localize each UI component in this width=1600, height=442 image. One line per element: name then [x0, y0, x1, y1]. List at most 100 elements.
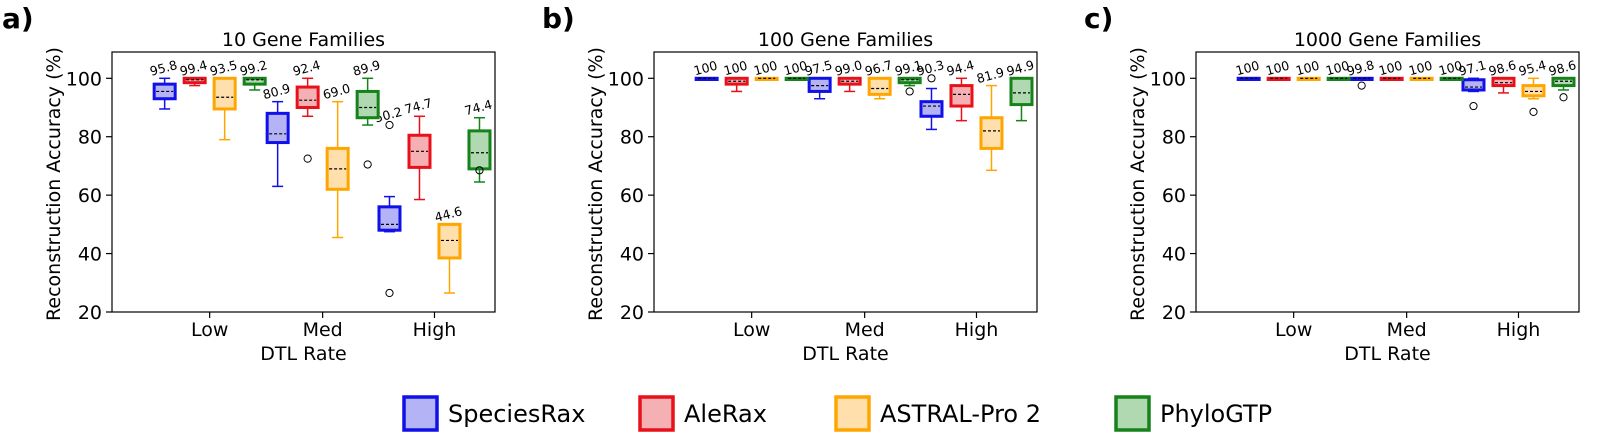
legend-swatch: [1114, 395, 1151, 432]
legend-label: AleRax: [684, 400, 767, 428]
box-body: [1266, 76, 1291, 81]
data-label: 100: [782, 58, 809, 79]
y-tick-label: 40: [1162, 244, 1186, 266]
data-label: 100: [1377, 58, 1404, 79]
box-body: [212, 76, 237, 111]
box-body: [919, 100, 944, 118]
box-speciesrax-high: 90.3: [915, 57, 946, 131]
box-astral-pro-2-high: 44.6: [433, 203, 464, 294]
outlier-point: [385, 288, 394, 298]
data-label: 100: [1407, 58, 1434, 79]
y-tick-label: 80: [620, 127, 644, 149]
y-tick-label: 60: [78, 185, 102, 207]
box-body: [1296, 76, 1321, 81]
chart-title: 1000 Gene Families: [1294, 29, 1481, 51]
outlier-point: [1559, 93, 1568, 102]
x-tick-label: Low: [733, 319, 770, 341]
x-tick-label: Med: [1387, 319, 1427, 341]
box-body: [265, 111, 290, 145]
data-label: 95.4: [1517, 57, 1548, 79]
y-axis-label: Reconstruction Accuracy (%): [1127, 47, 1149, 321]
box-astral-pro-2-med: 69.0: [321, 80, 352, 239]
data-label: 80.9: [261, 80, 292, 102]
y-tick-label: 20: [78, 302, 102, 324]
box-phylogtp-low: 99.2: [238, 57, 269, 91]
box-body: [837, 76, 862, 86]
box-speciesrax-low: 100: [692, 58, 719, 81]
box-phylogtp-high: 74.4: [463, 97, 494, 183]
chart-panel-a: a) 10 Gene Families Reconstruction Accurac…: [2, 2, 496, 365]
data-label: 99.1: [893, 57, 924, 79]
data-label: 94.4: [945, 57, 976, 79]
chart-title: 100 Gene Families: [758, 29, 933, 51]
box-body: [355, 89, 380, 120]
box-speciesrax-med: 80.9: [261, 80, 292, 188]
box-body: [1491, 76, 1516, 88]
box-speciesrax-med: 97.5: [803, 57, 834, 100]
box-phylogtp-low: 100: [782, 58, 809, 81]
box-body: [784, 76, 809, 81]
data-label: 50.2: [373, 104, 404, 126]
box-speciesrax-high: 50.2: [373, 104, 404, 298]
legend-label: ASTRAL-Pro 2: [880, 400, 1041, 428]
panel-letter: c): [1084, 2, 1113, 35]
y-tick-label: 100: [66, 68, 102, 90]
legend-label: SpeciesRax: [448, 400, 585, 428]
box-body: [807, 76, 832, 93]
legend-item-speciesrax: SpeciesRax: [402, 395, 585, 432]
data-label: 98.6: [1547, 57, 1578, 79]
outlier-point: [905, 87, 914, 96]
box-phylogtp-med: 100: [1437, 58, 1464, 81]
box-body: [325, 146, 350, 191]
data-label: 74.4: [463, 97, 494, 119]
outlier-point: [1529, 107, 1538, 116]
data-label: 96.7: [863, 57, 894, 79]
x-axis-label: DTL Rate: [260, 343, 346, 365]
legend-item-astral-pro-2: ASTRAL-Pro 2: [834, 395, 1041, 432]
legend: SpeciesRax AleRax ASTRAL-Pro 2 PhyloGTP: [402, 395, 1272, 432]
y-tick-label: 80: [78, 127, 102, 149]
box-astral-pro-2-low: 93.5: [208, 57, 239, 141]
chart-title: 10 Gene Families: [222, 29, 385, 51]
legend-swatch: [834, 395, 871, 432]
box-body: [694, 76, 719, 81]
outlier-point: [1357, 81, 1366, 90]
data-label: 100: [692, 58, 719, 79]
x-tick-label: Med: [845, 319, 885, 341]
box-alerax-high: 98.6: [1487, 57, 1518, 94]
x-axis-label: DTL Rate: [802, 343, 888, 365]
data-label: 93.5: [208, 57, 239, 79]
legend-swatch: [638, 395, 675, 432]
box-body: [295, 85, 320, 110]
box-body: [724, 76, 749, 86]
chart-panels: a) 10 Gene Families Reconstruction Accurac…: [2, 2, 1580, 365]
outlier-point: [303, 154, 312, 163]
x-tick-label: High: [1497, 319, 1541, 341]
data-label: 99.4: [178, 57, 209, 79]
box-body: [152, 82, 177, 101]
box-astral-pro-2-low: 100: [1294, 58, 1321, 81]
plot-frame: [653, 51, 1038, 313]
box-alerax-low: 99.4: [178, 57, 209, 87]
box-speciesrax-low: 95.8: [148, 57, 179, 110]
legend-item-alerax: AleRax: [638, 395, 767, 432]
y-tick-label: 20: [620, 302, 644, 324]
box-phylogtp-low: 100: [1324, 58, 1351, 81]
data-label: 99.0: [833, 57, 864, 79]
data-label: 95.8: [148, 57, 179, 79]
box-phylogtp-high: 98.6: [1547, 57, 1578, 102]
data-label: 100: [1264, 58, 1291, 79]
box-alerax-med: 99.0: [833, 57, 864, 93]
chart-panel-b: b) 100 Gene Families Reconstruction Accura…: [542, 2, 1038, 365]
data-label: 98.6: [1487, 57, 1518, 79]
x-tick-label: Low: [191, 319, 228, 341]
x-tick-label: High: [413, 319, 457, 341]
data-label: 69.0: [321, 80, 352, 102]
data-label: 44.6: [433, 203, 464, 225]
y-tick-label: 40: [620, 244, 644, 266]
y-tick-label: 60: [1162, 185, 1186, 207]
box-body: [1439, 76, 1464, 81]
box-body: [407, 133, 432, 169]
x-tick-label: High: [955, 319, 999, 341]
legend-label: PhyloGTP: [1160, 400, 1272, 428]
